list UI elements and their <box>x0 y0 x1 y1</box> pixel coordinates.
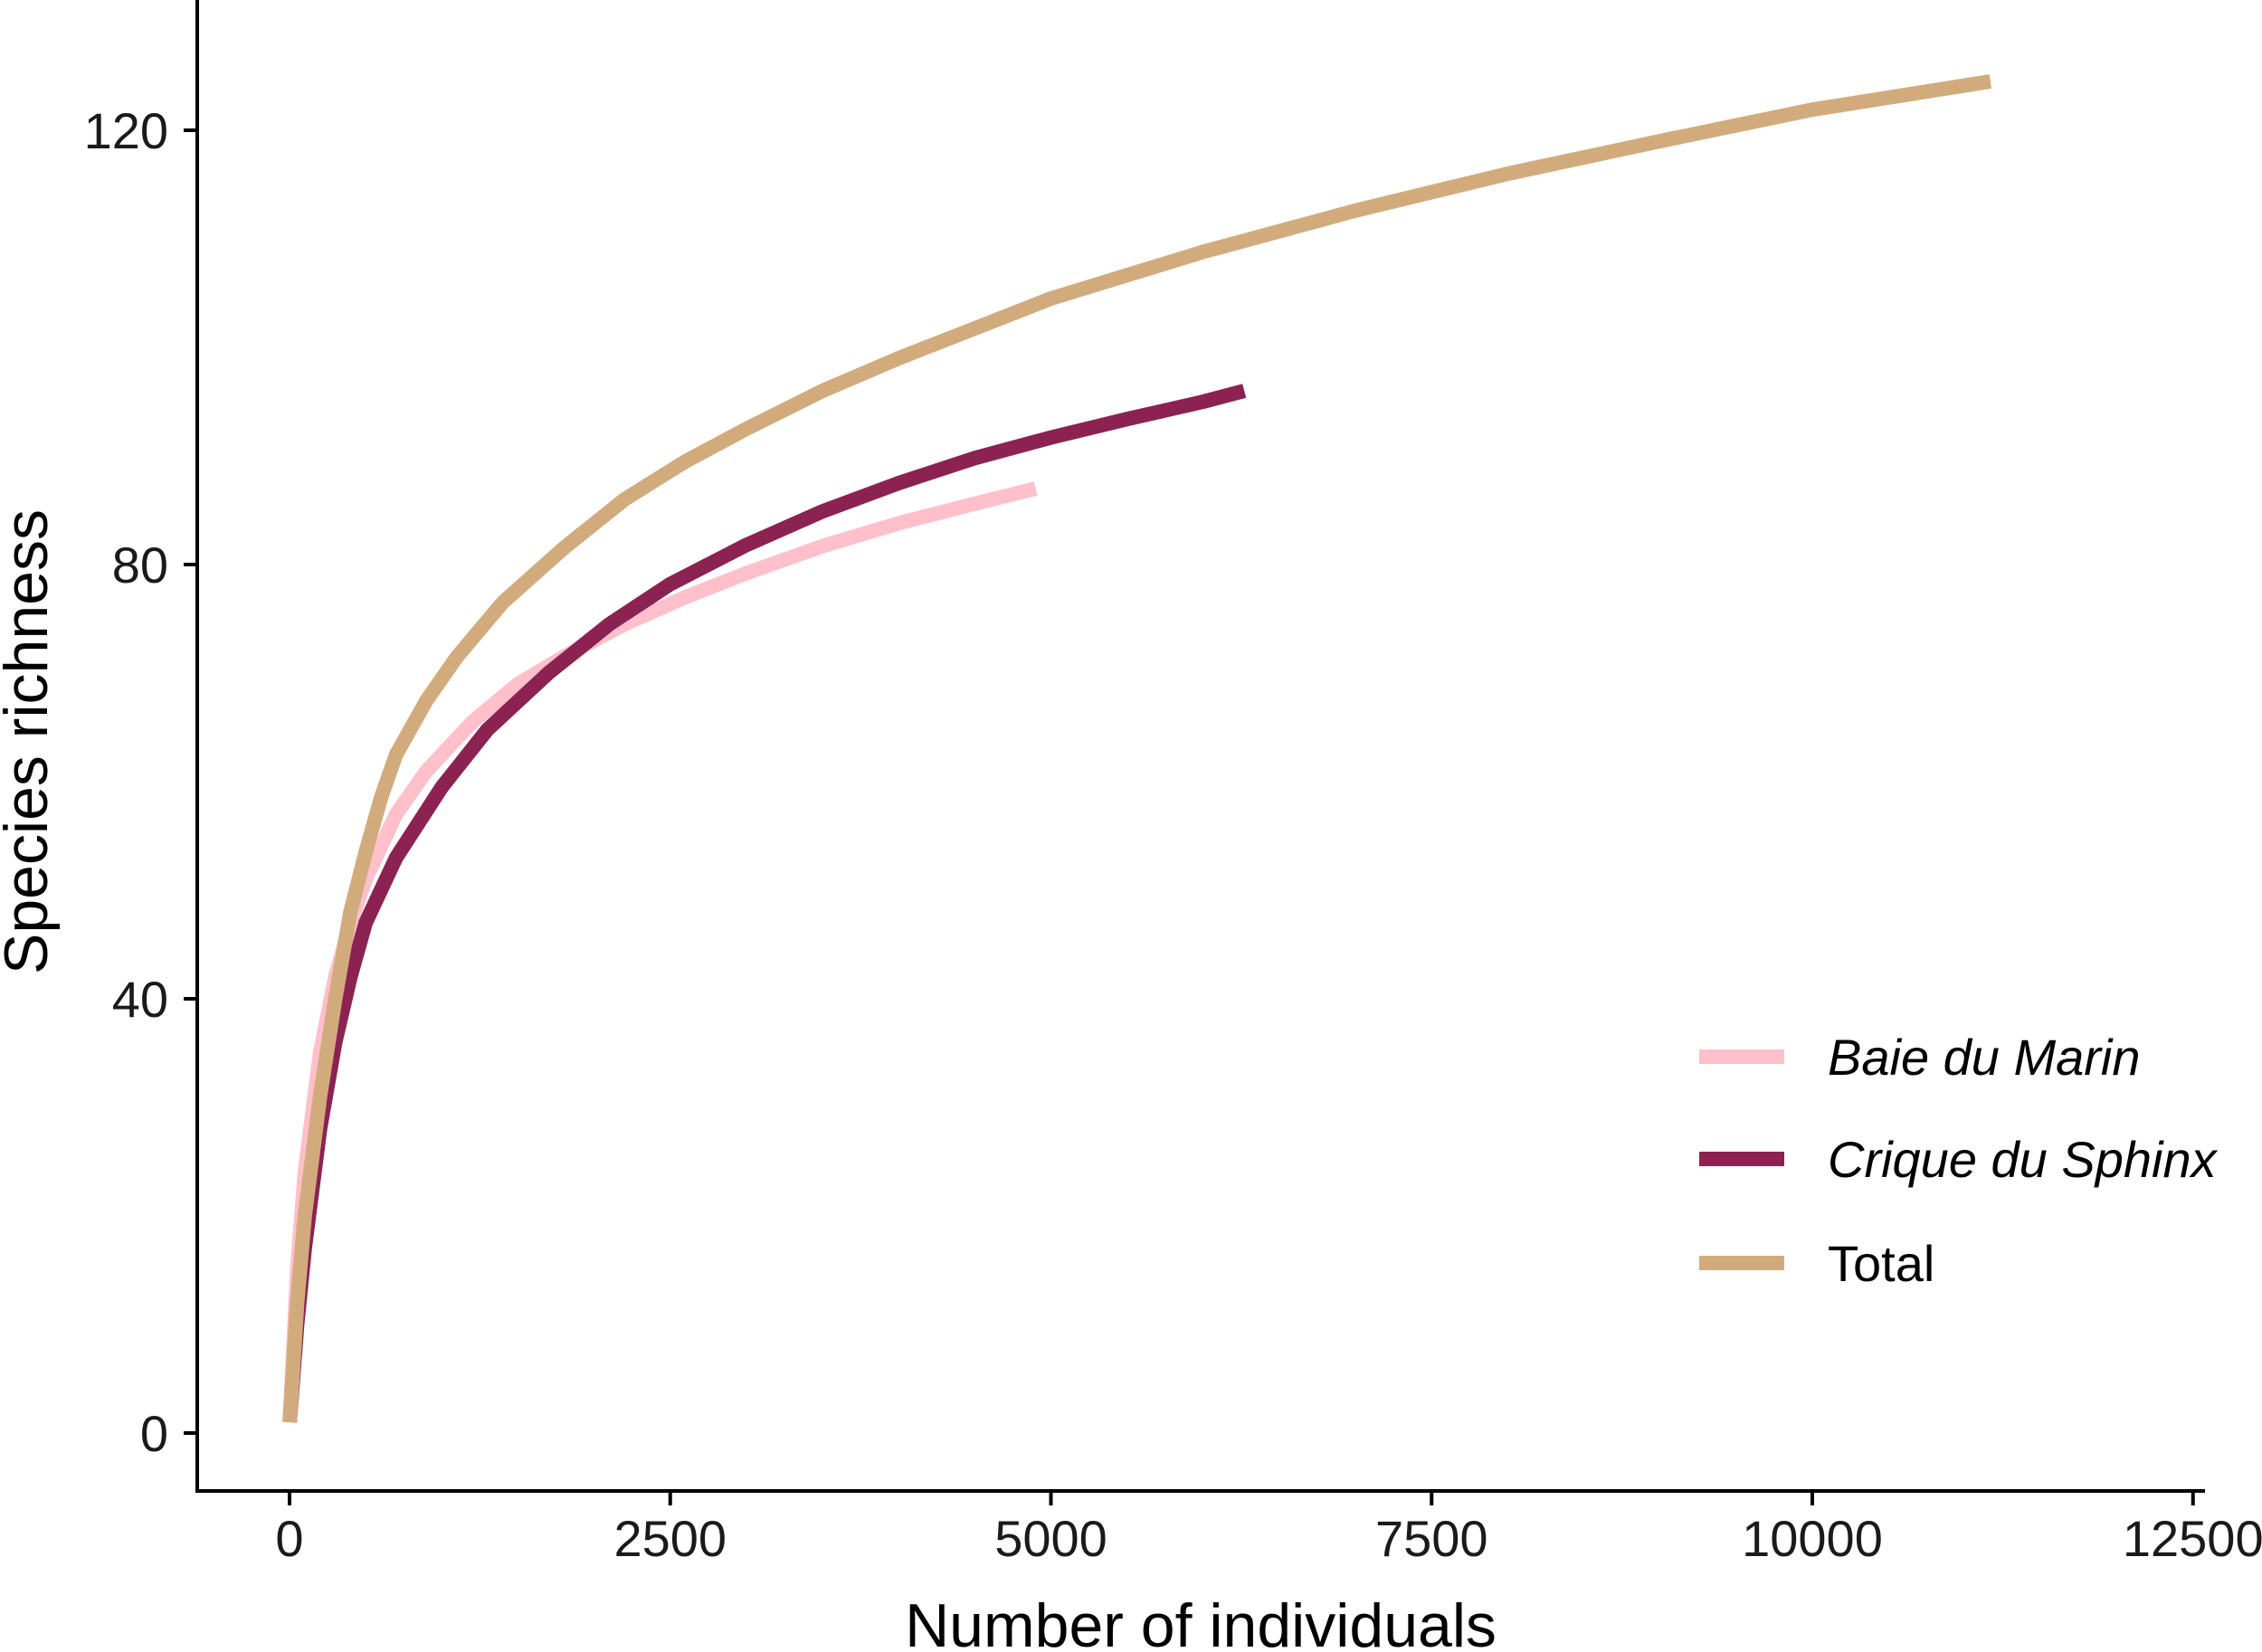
series-line-0 <box>282 481 1038 1423</box>
x-axis-ticks: 0 2500 5000 7500 10000 12500 <box>275 1491 2262 1567</box>
legend-label-2: Total <box>1828 1235 1934 1292</box>
legend-label-1: Crique du Sphinx <box>1828 1131 2219 1188</box>
y-tick-label: 80 <box>112 536 168 593</box>
x-tick-label: 5000 <box>994 1510 1107 1567</box>
y-tick-label: 120 <box>84 102 168 159</box>
x-tick-label: 12500 <box>2123 1510 2262 1567</box>
series-line-2 <box>282 74 1992 1423</box>
plot-series <box>282 74 1992 1423</box>
legend: Baie du Marin Crique du Sphinx Total <box>1699 1029 2219 1292</box>
legend-label-0: Baie du Marin <box>1828 1029 2141 1086</box>
x-tick-label: 10000 <box>1742 1510 1883 1567</box>
y-tick-label: 0 <box>140 1405 168 1462</box>
x-tick-label: 0 <box>275 1510 303 1567</box>
y-tick-label: 40 <box>112 971 168 1028</box>
x-axis-title: Number of individuals <box>905 1591 1497 1652</box>
x-tick-label: 2500 <box>613 1510 727 1567</box>
y-axis-title: Species richness <box>0 509 61 974</box>
series-line-1 <box>282 384 1247 1423</box>
y-axis-ticks: 0 40 80 120 <box>84 102 197 1462</box>
x-tick-label: 7500 <box>1375 1510 1488 1567</box>
